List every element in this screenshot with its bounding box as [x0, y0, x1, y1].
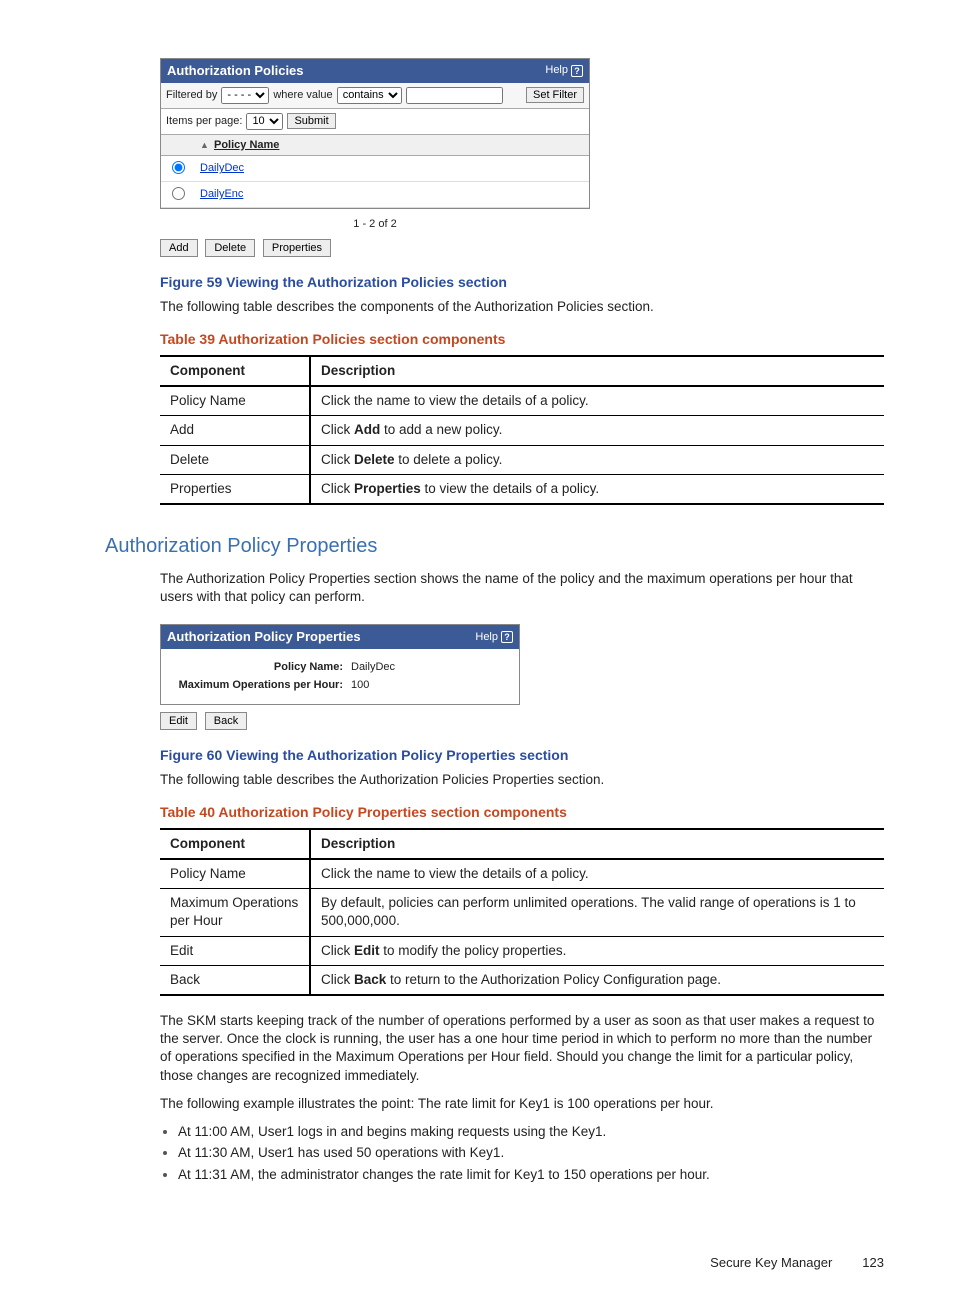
- table-39-caption: Table 39 Authorization Policies section …: [160, 330, 884, 349]
- sort-icon: ▲: [200, 140, 209, 150]
- table-40-caption: Table 40 Authorization Policy Properties…: [160, 803, 884, 822]
- footer-title: Secure Key Manager: [710, 1254, 832, 1272]
- help-label: Help: [475, 630, 498, 645]
- ipp-select[interactable]: 10: [246, 113, 283, 130]
- policy-link[interactable]: DailyDec: [200, 162, 244, 174]
- panel2-button-row: Edit Back: [160, 711, 884, 730]
- radio-col-header: [161, 134, 194, 156]
- panel2-title: Authorization Policy Properties: [167, 628, 361, 646]
- table-40: Component Description Policy Name Click …: [160, 828, 884, 996]
- count-row: 1 - 2 of 2: [160, 217, 590, 232]
- row-radio[interactable]: [172, 187, 185, 200]
- row-radio[interactable]: [172, 161, 185, 174]
- policy-name-header[interactable]: ▲ Policy Name: [194, 134, 589, 156]
- t39-h-component: Component: [160, 356, 310, 386]
- back-button[interactable]: Back: [205, 712, 247, 730]
- bullet-item: At 11:30 AM, User1 has used 50 operation…: [178, 1144, 884, 1162]
- help-icon: ?: [501, 631, 513, 643]
- panel1-button-row: Add Delete Properties: [160, 238, 884, 257]
- t39-c: Policy Name: [160, 386, 310, 416]
- help-label: Help: [545, 63, 568, 78]
- filter-by-select[interactable]: - - - -: [221, 87, 269, 104]
- delete-button[interactable]: Delete: [205, 239, 255, 257]
- filtered-by-label: Filtered by: [166, 88, 217, 103]
- table-row: DailyDec: [161, 156, 589, 182]
- ipp-label: Items per page:: [166, 114, 242, 129]
- t39-d: Click Properties to view the details of …: [310, 474, 884, 504]
- section-intro: The Authorization Policy Properties sect…: [160, 570, 884, 606]
- policies-table: ▲ Policy Name DailyDec DailyEnc: [161, 134, 589, 209]
- example-bullets: At 11:00 AM, User1 logs in and begins ma…: [160, 1123, 884, 1184]
- add-button[interactable]: Add: [160, 239, 198, 257]
- policy-name-label: Policy Name:: [171, 660, 351, 675]
- t40-c: Maximum Operations per Hour: [160, 889, 310, 936]
- t40-c: Back: [160, 965, 310, 995]
- page-footer: Secure Key Manager 123: [105, 1254, 884, 1272]
- where-label: where value: [273, 88, 332, 103]
- figure-60-caption: Figure 60 Viewing the Authorization Poli…: [160, 746, 884, 765]
- set-filter-button[interactable]: Set Filter: [526, 87, 584, 103]
- t39-c: Add: [160, 416, 310, 445]
- panel1-title: Authorization Policies: [167, 62, 304, 80]
- t40-d: By default, policies can perform unlimit…: [310, 889, 884, 936]
- items-per-page-row: Items per page: 10 Submit: [161, 109, 589, 134]
- table-39: Component Description Policy Name Click …: [160, 355, 884, 505]
- policy-name-value: DailyDec: [351, 660, 509, 675]
- match-op-select[interactable]: contains: [337, 87, 402, 104]
- section-heading: Authorization Policy Properties: [105, 533, 884, 560]
- panel2-help[interactable]: Help ?: [475, 630, 513, 645]
- panel2-body: Policy Name: DailyDec Maximum Operations…: [161, 649, 519, 704]
- t40-h-component: Component: [160, 829, 310, 859]
- footer-page: 123: [862, 1254, 884, 1272]
- t40-c: Edit: [160, 936, 310, 965]
- panel2-titlebar: Authorization Policy Properties Help ?: [161, 625, 519, 649]
- bullet-item: At 11:31 AM, the administrator changes t…: [178, 1166, 884, 1184]
- paragraph-1: The SKM starts keeping track of the numb…: [160, 1012, 884, 1085]
- t40-d: Click Edit to modify the policy properti…: [310, 936, 884, 965]
- t40-d: Click Back to return to the Authorizatio…: [310, 965, 884, 995]
- t40-c: Policy Name: [160, 859, 310, 889]
- max-ops-value: 100: [351, 678, 509, 693]
- submit-button[interactable]: Submit: [287, 113, 335, 129]
- bullet-item: At 11:00 AM, User1 logs in and begins ma…: [178, 1123, 884, 1141]
- t40-d: Click the name to view the details of a …: [310, 859, 884, 889]
- table-row: DailyEnc: [161, 182, 589, 208]
- auth-policies-panel: Authorization Policies Help ? Filtered b…: [160, 58, 590, 209]
- filter-value-input[interactable]: [406, 87, 503, 104]
- paragraph-2: The following example illustrates the po…: [160, 1095, 884, 1113]
- properties-button[interactable]: Properties: [263, 239, 331, 257]
- t39-c: Properties: [160, 474, 310, 504]
- t39-d: Click Delete to delete a policy.: [310, 445, 884, 474]
- panel1-titlebar: Authorization Policies Help ?: [161, 59, 589, 83]
- filter-row: Filtered by - - - - where value contains…: [161, 83, 589, 109]
- policy-link[interactable]: DailyEnc: [200, 188, 243, 200]
- t39-c: Delete: [160, 445, 310, 474]
- edit-button[interactable]: Edit: [160, 712, 197, 730]
- t39-d: Click the name to view the details of a …: [310, 386, 884, 416]
- table40-intro: The following table describes the Author…: [160, 771, 884, 789]
- t39-d: Click Add to add a new policy.: [310, 416, 884, 445]
- policy-properties-panel: Authorization Policy Properties Help ? P…: [160, 624, 520, 704]
- t39-h-description: Description: [310, 356, 884, 386]
- table39-intro: The following table describes the compon…: [160, 298, 884, 316]
- t40-h-description: Description: [310, 829, 884, 859]
- panel1-help[interactable]: Help ?: [545, 63, 583, 78]
- max-ops-label: Maximum Operations per Hour:: [171, 678, 351, 693]
- figure-59-caption: Figure 59 Viewing the Authorization Poli…: [160, 273, 884, 292]
- help-icon: ?: [571, 65, 583, 77]
